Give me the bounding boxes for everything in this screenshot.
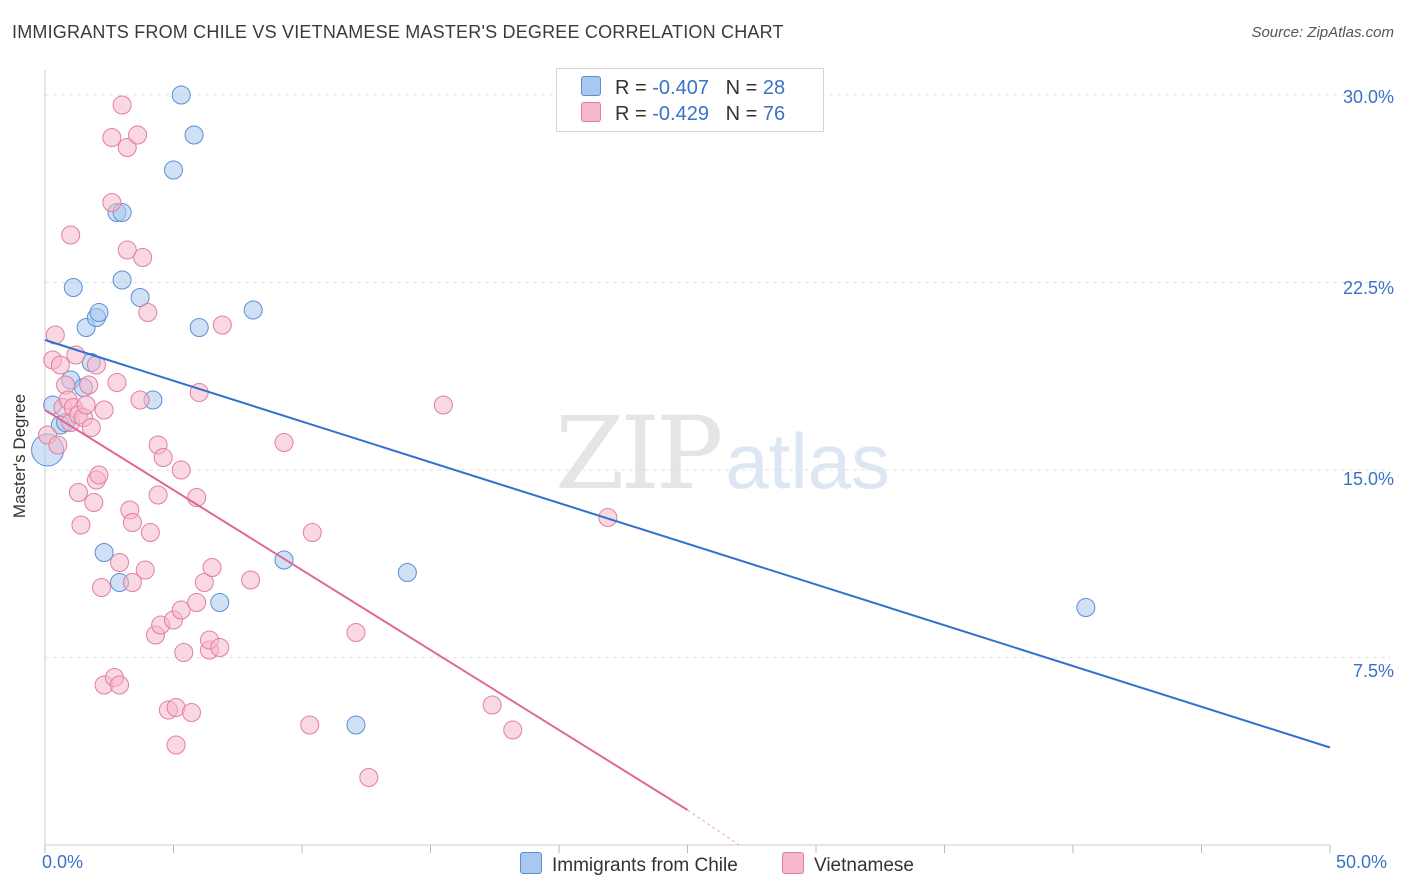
- y-tick-label-15: 15.0%: [1342, 469, 1394, 489]
- legend-swatch-chile: [581, 76, 601, 96]
- bottom-legend-vietnamese: Vietnamese: [782, 852, 914, 877]
- point-chile-9: [89, 303, 109, 322]
- point-vietnamese-25: [102, 128, 122, 147]
- point-chile-19: [184, 125, 204, 145]
- point-vietnamese-29: [110, 553, 130, 572]
- correlation-legend: R = -0.407 N = 28 R = -0.429 N = 76: [556, 68, 824, 132]
- point-vietnamese-49: [166, 735, 186, 755]
- point-vietnamese-7: [61, 225, 81, 245]
- point-vietnamese-52: [174, 643, 194, 662]
- point-vietnamese-39: [138, 303, 158, 322]
- point-vietnamese-38: [133, 248, 153, 267]
- legend-n-label: N =: [725, 103, 758, 125]
- legend-n-value: 28: [762, 77, 786, 99]
- legend-row-vietnamese: R = -0.429 N = 76: [581, 102, 785, 126]
- point-vietnamese-45: [153, 448, 173, 467]
- point-vietnamese-69: [433, 395, 453, 415]
- y-tick-label-30: 30.0%: [1342, 87, 1394, 107]
- point-vietnamese-63: [241, 570, 261, 590]
- y-axis-label: Master's Degree: [10, 393, 29, 519]
- point-vietnamese-20: [89, 465, 109, 485]
- point-chile-4: [63, 278, 83, 297]
- point-vietnamese-65: [300, 715, 320, 735]
- point-vietnamese-67: [346, 623, 366, 642]
- point-vietnamese-12: [68, 483, 88, 502]
- point-vietnamese-17: [84, 493, 104, 512]
- point-vietnamese-73: [71, 515, 91, 535]
- trendline-chile: [44, 339, 1331, 749]
- y-tick-label-22-5: 22.5%: [1342, 278, 1394, 298]
- point-vietnamese-74: [48, 435, 68, 455]
- point-vietnamese-37: [130, 390, 150, 410]
- legend-row-chile: R = -0.407 N = 28: [581, 76, 785, 100]
- point-chile-18: [171, 85, 191, 105]
- x-tick-label-max: 50.0%: [1336, 852, 1388, 872]
- point-vietnamese-57: [194, 573, 214, 592]
- point-vietnamese-16: [81, 418, 101, 437]
- legend-r-value: -0.429: [652, 103, 709, 125]
- point-vietnamese-3: [50, 355, 70, 375]
- point-vietnamese-60: [202, 558, 222, 577]
- point-vietnamese-71: [503, 720, 523, 740]
- point-chile-24: [346, 715, 366, 735]
- point-vietnamese-14: [76, 395, 96, 415]
- point-vietnamese-24: [102, 193, 122, 212]
- y-tick-label-7-5: 7.5%: [1352, 661, 1394, 681]
- bottom-legend-label-chile: Immigrants from Chile: [552, 855, 738, 876]
- point-chile-15: [130, 288, 150, 307]
- point-vietnamese-27: [107, 373, 127, 392]
- point-chile-17: [164, 160, 183, 180]
- point-vietnamese-68: [359, 768, 379, 787]
- legend-r-label: R =: [615, 77, 647, 99]
- bottom-legend-label-vietnamese: Vietnamese: [814, 855, 914, 876]
- point-vietnamese-66: [302, 523, 322, 542]
- bottom-legend-swatch-vietnamese: [782, 852, 804, 874]
- point-chile-10: [94, 543, 114, 562]
- point-vietnamese-70: [482, 695, 502, 715]
- point-vietnamese-54: [187, 593, 207, 612]
- point-vietnamese-75: [135, 560, 155, 580]
- x-tick-label-min: 0.0%: [42, 852, 84, 872]
- chart-title: IMMIGRANTS FROM CHILE VS VIETNAMESE MAST…: [12, 22, 784, 42]
- point-vietnamese-28: [110, 675, 130, 695]
- point-vietnamese-15: [79, 375, 99, 395]
- legend-n-value: 76: [762, 103, 786, 125]
- point-vietnamese-21: [92, 578, 112, 597]
- point-vietnamese-51: [171, 460, 191, 480]
- point-chile-20: [189, 318, 209, 337]
- point-chile-21: [210, 593, 230, 612]
- legend-r-label: R =: [615, 103, 647, 125]
- point-vietnamese-30: [112, 95, 132, 115]
- point-vietnamese-31: [117, 138, 137, 157]
- trendline-vietnamese: [44, 409, 689, 811]
- point-chile-14: [112, 270, 132, 290]
- point-vietnamese-35: [122, 513, 142, 532]
- source-label: Source: ZipAtlas.com: [1251, 24, 1394, 41]
- point-chile-22: [243, 300, 263, 320]
- legend-n-label: N =: [725, 77, 758, 99]
- point-vietnamese-32: [117, 240, 137, 260]
- point-chile-26: [1076, 598, 1096, 617]
- point-vietnamese-62: [212, 315, 232, 335]
- legend-r-value: -0.407: [652, 77, 709, 99]
- point-vietnamese-34: [122, 573, 142, 592]
- point-vietnamese-53: [181, 703, 201, 722]
- point-vietnamese-50: [171, 600, 191, 620]
- bottom-legend-chile: Immigrants from Chile: [520, 852, 738, 877]
- point-vietnamese-23: [94, 400, 114, 420]
- point-vietnamese-42: [148, 485, 168, 505]
- bottom-legend-swatch-chile: [520, 852, 542, 874]
- point-vietnamese-40: [140, 523, 160, 542]
- point-chile-25: [397, 563, 417, 582]
- legend-swatch-vietnamese: [581, 102, 601, 122]
- trendline-extension-vietnamese: [687, 809, 740, 846]
- point-vietnamese-61: [210, 638, 230, 657]
- point-vietnamese-64: [274, 433, 294, 452]
- point-vietnamese-36: [128, 125, 148, 145]
